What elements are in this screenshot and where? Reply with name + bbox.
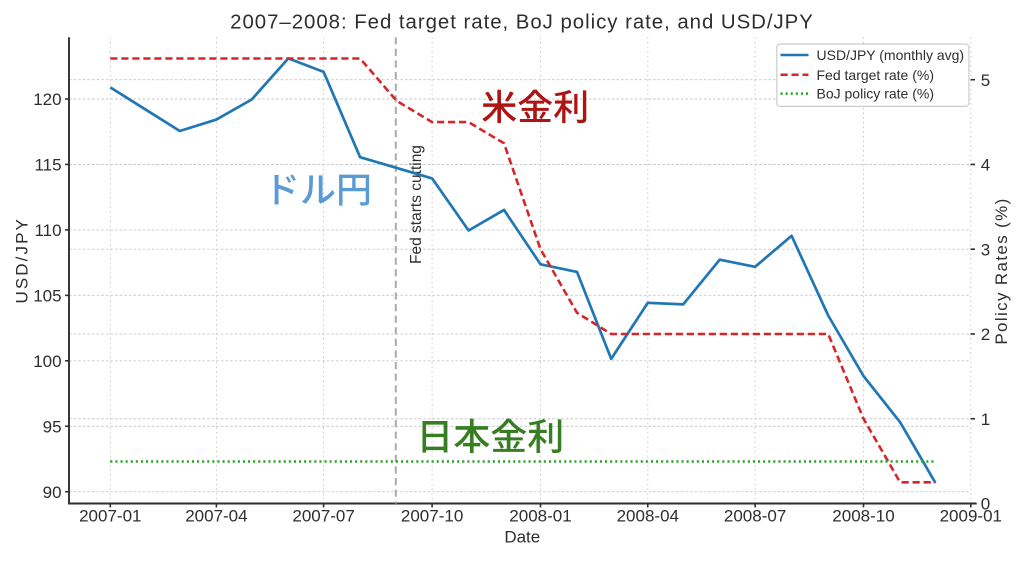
svg-text:Policy Rates (%): Policy Rates (%) xyxy=(992,197,1011,344)
svg-text:95: 95 xyxy=(43,417,62,436)
svg-text:2007-10: 2007-10 xyxy=(401,507,463,526)
svg-text:90: 90 xyxy=(43,483,62,502)
svg-text:100: 100 xyxy=(33,352,61,371)
svg-text:110: 110 xyxy=(34,221,61,240)
svg-text:2: 2 xyxy=(981,325,990,344)
svg-text:105: 105 xyxy=(33,287,61,306)
svg-text:2007-07: 2007-07 xyxy=(292,507,354,526)
svg-text:USD/JPY (monthly avg): USD/JPY (monthly avg) xyxy=(817,47,965,63)
svg-text:1: 1 xyxy=(981,410,990,429)
svg-text:2009-01: 2009-01 xyxy=(940,507,1002,526)
svg-text:Date: Date xyxy=(504,527,540,546)
svg-text:5: 5 xyxy=(981,71,990,90)
svg-text:0: 0 xyxy=(981,495,990,514)
svg-text:2008-04: 2008-04 xyxy=(617,507,679,526)
svg-text:USD/JPY: USD/JPY xyxy=(12,217,31,304)
svg-text:Fed target rate (%): Fed target rate (%) xyxy=(817,67,935,83)
svg-text:115: 115 xyxy=(34,156,61,175)
svg-text:Fed starts cutting: Fed starts cutting xyxy=(408,145,425,264)
svg-text:2007-04: 2007-04 xyxy=(185,507,247,526)
svg-text:2008-07: 2008-07 xyxy=(724,507,786,526)
svg-text:4: 4 xyxy=(981,156,990,175)
svg-text:2007-01: 2007-01 xyxy=(79,507,141,526)
svg-text:2007–2008: Fed target rate, Bo: 2007–2008: Fed target rate, BoJ policy r… xyxy=(230,12,814,34)
svg-text:BoJ policy rate (%): BoJ policy rate (%) xyxy=(817,86,934,102)
svg-text:2008-10: 2008-10 xyxy=(832,507,894,526)
svg-text:3: 3 xyxy=(981,240,990,259)
svg-text:2008-01: 2008-01 xyxy=(509,507,571,526)
svg-text:120: 120 xyxy=(33,90,61,109)
